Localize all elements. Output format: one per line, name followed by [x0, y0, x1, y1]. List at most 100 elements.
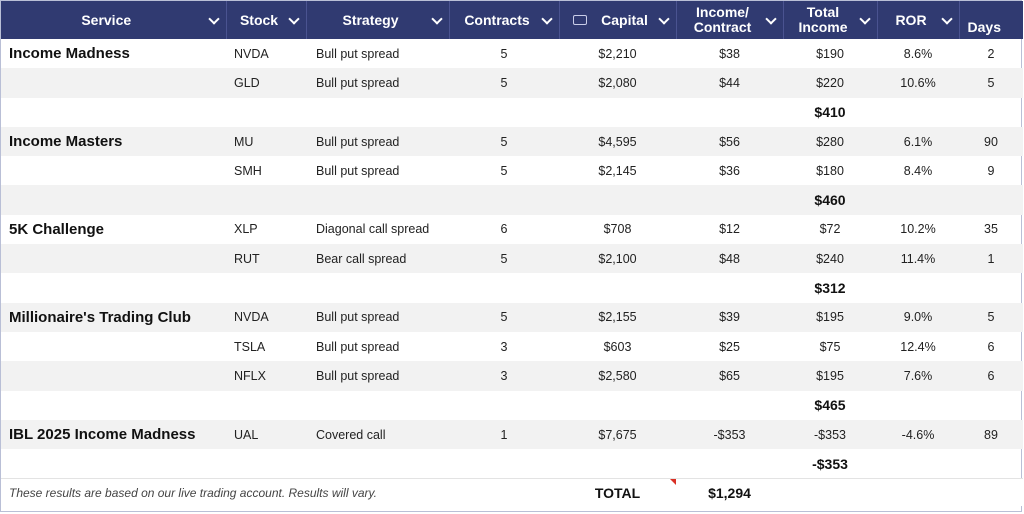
stock-cell[interactable]: NVDA — [234, 310, 269, 325]
empty-cell[interactable] — [959, 273, 1023, 302]
capital-cell[interactable]: $2,155 — [598, 310, 637, 325]
chevron-down-icon[interactable] — [207, 13, 220, 25]
contracts-cell[interactable]: 5 — [500, 134, 508, 149]
chevron-down-icon[interactable] — [764, 13, 777, 25]
empty-cell[interactable] — [783, 477, 877, 507]
chevron-down-icon[interactable] — [858, 13, 871, 25]
service-name[interactable]: Millionaire's Trading Club — [9, 308, 191, 326]
group-subtotal[interactable]: $465 — [814, 397, 846, 414]
empty-cell[interactable] — [559, 449, 676, 478]
strategy-cell[interactable]: Bull put spread — [316, 368, 400, 383]
empty-cell[interactable] — [676, 391, 783, 420]
service-cell-empty[interactable] — [1, 244, 226, 273]
days-cell[interactable]: 6 — [987, 339, 995, 354]
total-income-cell[interactable]: -$353 — [814, 427, 846, 442]
empty-cell[interactable] — [1, 185, 226, 214]
total-income-cell[interactable]: $280 — [816, 134, 844, 149]
ror-cell[interactable]: 10.6% — [900, 75, 936, 90]
empty-cell[interactable] — [877, 273, 959, 302]
group-subtotal[interactable]: $410 — [814, 104, 846, 121]
header-income-contract[interactable]: Income/Contract — [676, 1, 784, 39]
stock-cell[interactable]: GLD — [234, 75, 260, 90]
empty-cell[interactable] — [226, 98, 306, 127]
empty-cell[interactable] — [306, 185, 449, 214]
stock-cell[interactable]: SMH — [234, 163, 262, 178]
empty-cell[interactable] — [559, 185, 676, 214]
capital-cell[interactable]: $603 — [603, 339, 632, 354]
total-income-cell[interactable]: $190 — [816, 46, 844, 61]
empty-cell[interactable] — [226, 391, 306, 420]
empty-cell[interactable] — [959, 391, 1023, 420]
capital-cell[interactable]: $708 — [603, 222, 632, 237]
header-contracts[interactable]: Contracts — [449, 1, 560, 39]
days-cell[interactable]: 1 — [987, 251, 995, 266]
empty-cell[interactable] — [226, 449, 306, 478]
service-name[interactable]: Income Masters — [9, 133, 123, 151]
ror-cell[interactable]: -4.6% — [901, 427, 935, 442]
contracts-cell[interactable]: 5 — [500, 310, 508, 325]
empty-cell[interactable] — [306, 98, 449, 127]
capital-cell[interactable]: $2,145 — [598, 163, 637, 178]
capital-cell[interactable]: $7,675 — [598, 427, 637, 442]
empty-cell[interactable] — [559, 98, 676, 127]
income-contract-cell[interactable]: $36 — [719, 163, 740, 178]
contracts-cell[interactable]: 6 — [500, 222, 508, 237]
ror-cell[interactable]: 7.6% — [903, 368, 933, 383]
empty-cell[interactable] — [877, 185, 959, 214]
income-contract-cell[interactable]: $25 — [719, 339, 740, 354]
empty-cell[interactable] — [306, 273, 449, 302]
strategy-cell[interactable]: Bull put spread — [316, 339, 400, 354]
capital-cell[interactable]: $2,100 — [598, 251, 637, 266]
total-value[interactable]: $1,294 — [676, 477, 783, 507]
chevron-down-icon[interactable] — [287, 13, 300, 25]
contracts-cell[interactable]: 5 — [500, 75, 508, 90]
service-cell-empty[interactable] — [1, 332, 226, 361]
income-contract-cell[interactable]: $44 — [719, 75, 740, 90]
chevron-down-icon[interactable] — [657, 13, 670, 25]
days-cell[interactable]: 6 — [987, 368, 995, 383]
empty-cell[interactable] — [306, 449, 449, 478]
empty-cell[interactable] — [959, 477, 1023, 507]
empty-cell[interactable] — [1, 449, 226, 478]
empty-cell[interactable] — [559, 273, 676, 302]
empty-cell[interactable] — [676, 273, 783, 302]
header-stock[interactable]: Stock — [226, 1, 307, 39]
service-cell-empty[interactable] — [1, 361, 226, 390]
service-cell-empty[interactable] — [1, 68, 226, 97]
group-subtotal[interactable]: -$353 — [812, 455, 848, 472]
contracts-cell[interactable]: 1 — [500, 427, 508, 442]
strategy-cell[interactable]: Bull put spread — [316, 310, 400, 325]
days-cell[interactable]: 9 — [987, 163, 995, 178]
empty-cell[interactable] — [877, 391, 959, 420]
chevron-down-icon[interactable] — [940, 13, 953, 25]
empty-cell[interactable] — [559, 391, 676, 420]
empty-cell[interactable] — [449, 391, 559, 420]
days-cell[interactable]: 2 — [987, 46, 995, 61]
income-contract-cell[interactable]: -$353 — [713, 427, 746, 442]
stock-cell[interactable]: TSLA — [234, 339, 266, 354]
total-income-cell[interactable]: $72 — [819, 222, 841, 237]
empty-cell[interactable] — [449, 449, 559, 478]
stock-cell[interactable]: UAL — [234, 427, 259, 442]
group-subtotal[interactable]: $460 — [814, 192, 846, 209]
service-cell-empty[interactable] — [1, 156, 226, 185]
empty-cell[interactable] — [877, 477, 959, 507]
income-contract-cell[interactable]: $48 — [719, 251, 740, 266]
ror-cell[interactable]: 8.6% — [903, 46, 933, 61]
stock-cell[interactable]: NFLX — [234, 368, 266, 383]
capital-cell[interactable]: $4,595 — [598, 134, 637, 149]
ror-cell[interactable]: 10.2% — [900, 222, 936, 237]
contracts-cell[interactable]: 5 — [500, 163, 508, 178]
income-contract-cell[interactable]: $39 — [719, 310, 740, 325]
total-income-cell[interactable]: $180 — [816, 163, 844, 178]
empty-cell[interactable] — [449, 185, 559, 214]
service-name[interactable]: Income Madness — [9, 45, 130, 63]
income-contract-cell[interactable]: $12 — [719, 222, 740, 237]
header-capital[interactable]: Capital — [559, 1, 677, 39]
total-income-cell[interactable]: $195 — [816, 368, 844, 383]
days-cell[interactable]: 89 — [984, 427, 998, 442]
income-contract-cell[interactable]: $65 — [719, 368, 740, 383]
ror-cell[interactable]: 8.4% — [903, 163, 933, 178]
service-name[interactable]: 5K Challenge — [9, 220, 105, 238]
header-strategy[interactable]: Strategy — [306, 1, 450, 39]
